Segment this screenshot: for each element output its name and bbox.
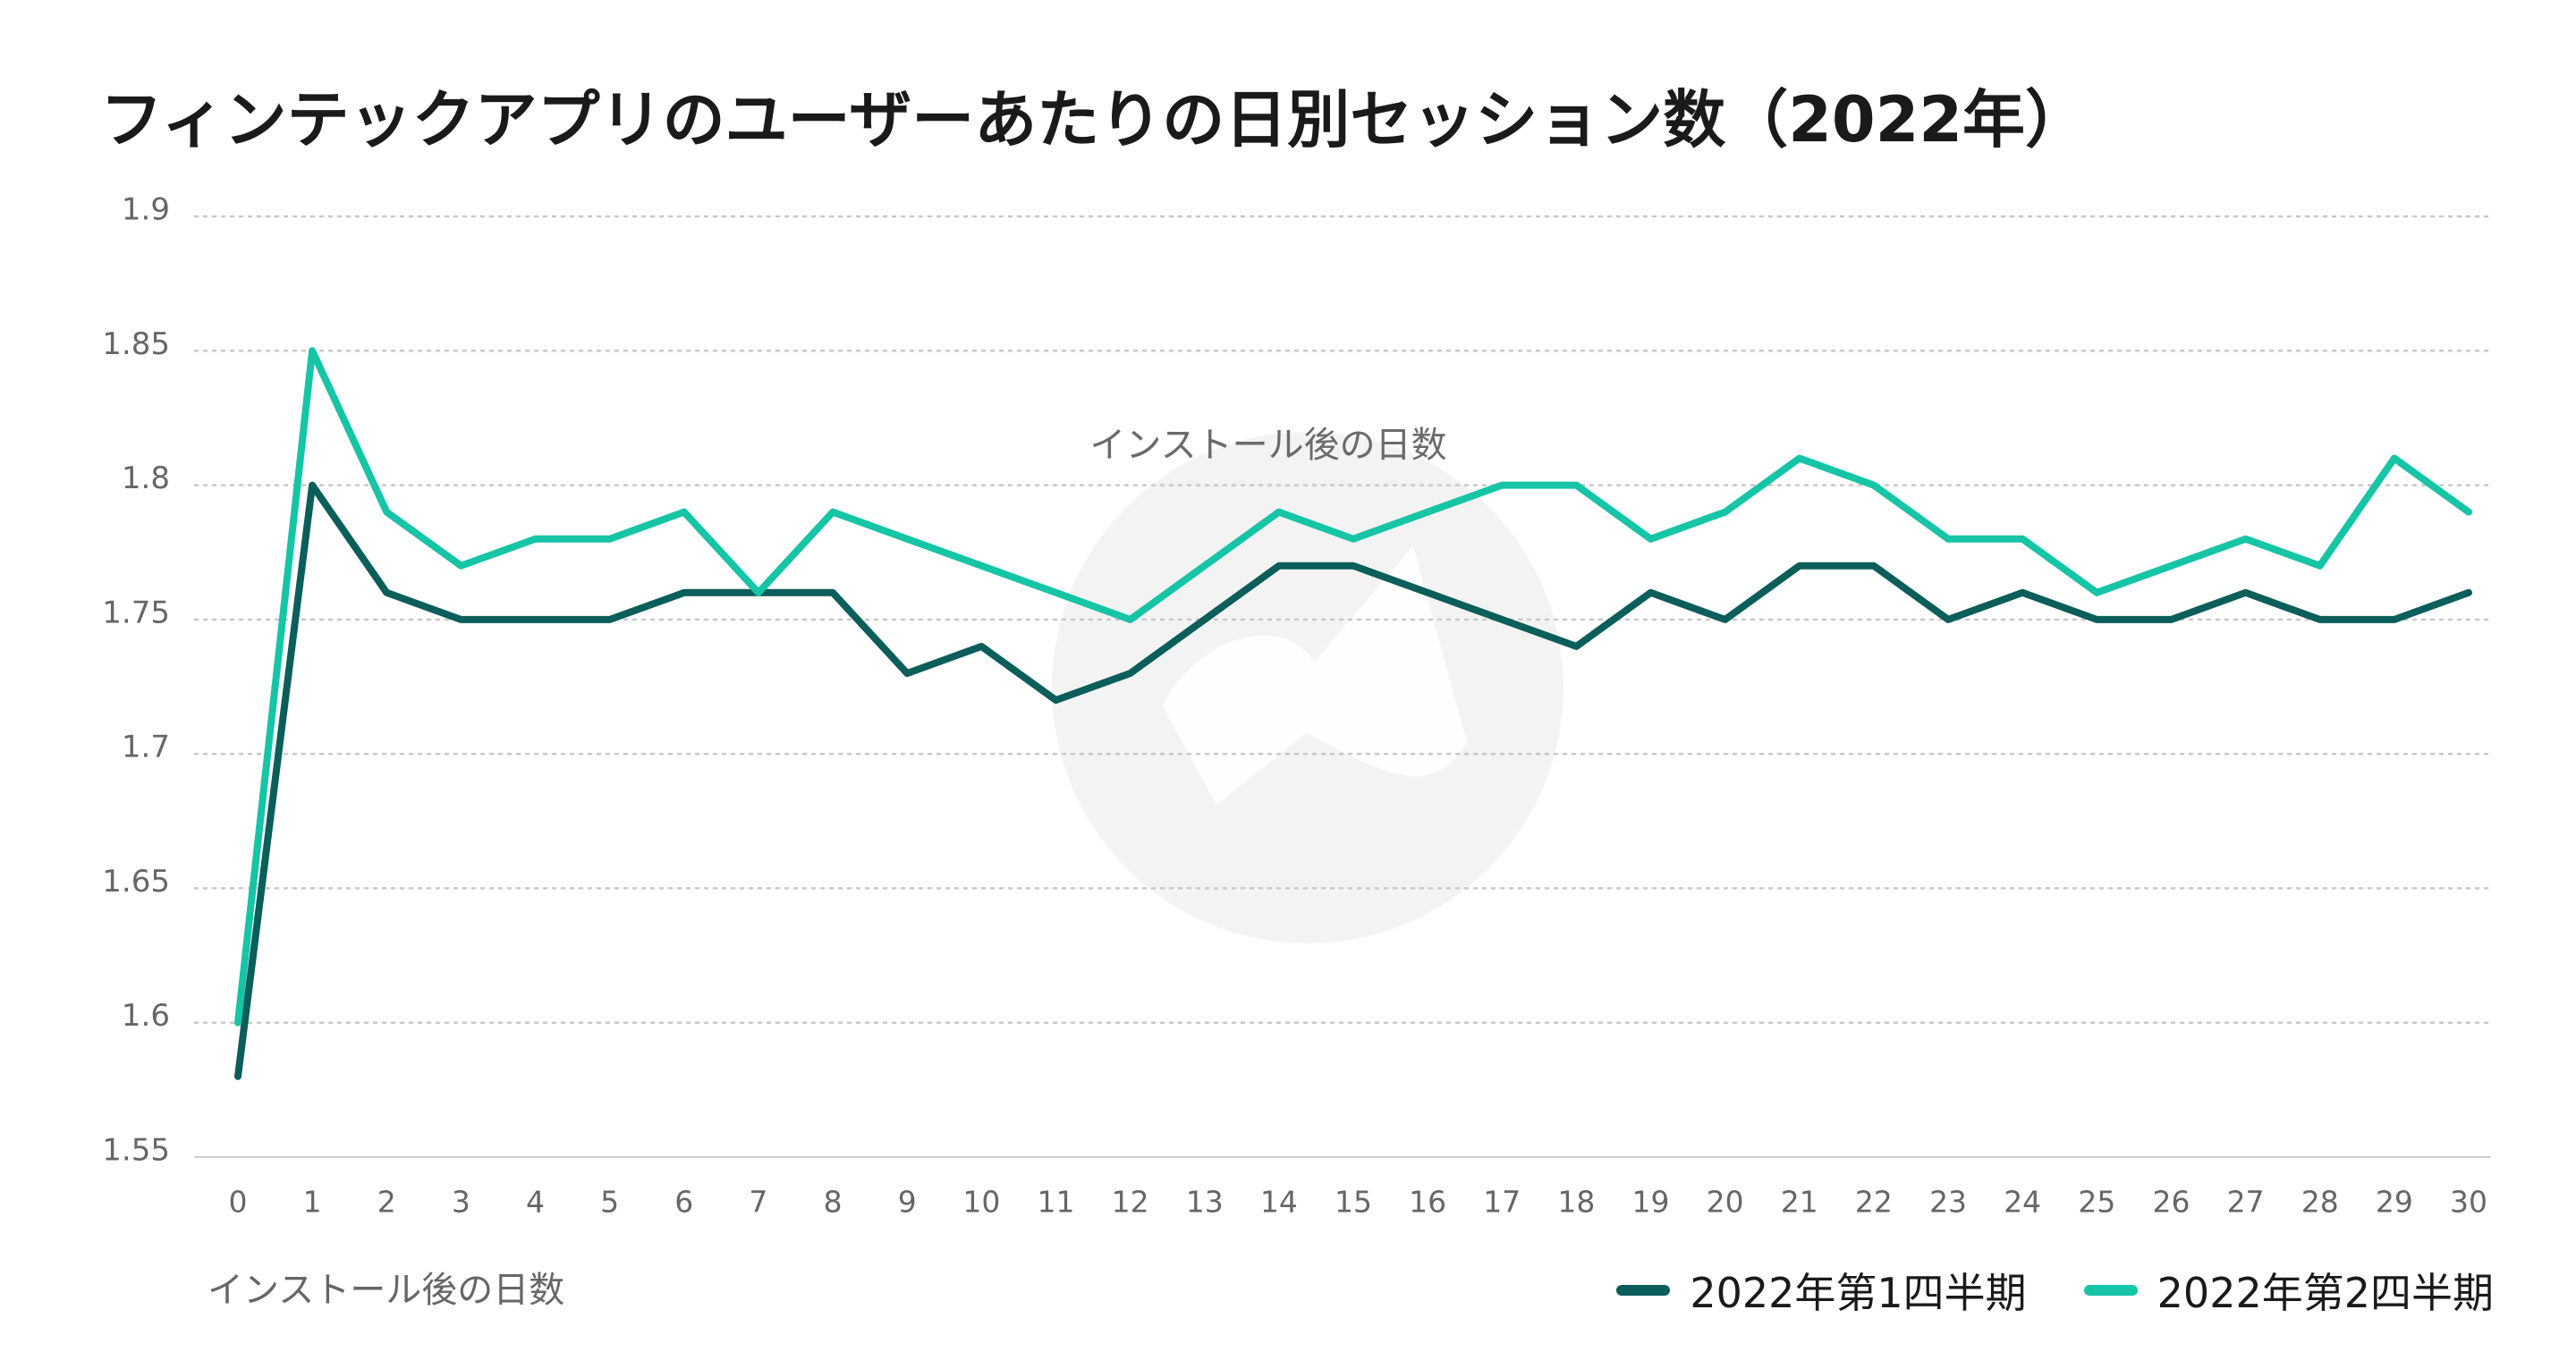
x-tick-label: 2	[377, 1185, 396, 1220]
x-tick-label: 11	[1037, 1185, 1074, 1220]
x-tick-label: 3	[452, 1185, 470, 1220]
x-tick-label: 27	[2227, 1185, 2265, 1220]
legend-swatch-q2	[2083, 1285, 2138, 1296]
y-tick-label: 1.55	[102, 1133, 170, 1169]
x-tick-label: 29	[2376, 1185, 2413, 1220]
x-axis-label: インストール後の日数	[208, 1270, 565, 1311]
x-tick-label: 7	[749, 1185, 767, 1220]
x-tick-label: 30	[2450, 1185, 2487, 1220]
legend: 2022年第1四半期 2022年第2四半期	[1616, 1261, 2494, 1320]
x-axis-ticks: 0 1 2 3 4 5 6 7 8 9 10 11 12 13 14 15 16 17 18 19 20 21 22 23 24…	[229, 1185, 2488, 1220]
grid-lines	[193, 215, 2492, 1158]
x-tick-label: 19	[1632, 1185, 1670, 1220]
x-tick-label: 15	[1335, 1185, 1372, 1220]
series-line-q1	[234, 481, 2472, 1080]
legend-item-q1: 2022年第1四半期	[1616, 1261, 2027, 1320]
x-tick-label: 21	[1781, 1185, 1818, 1220]
x-tick-label: 12	[1112, 1185, 1149, 1220]
y-tick-label: 1.6	[122, 998, 170, 1034]
x-tick-label: 14	[1260, 1185, 1298, 1220]
legend-label-q1: 2022年第1四半期	[1690, 1269, 2027, 1317]
x-tick-label: 13	[1186, 1185, 1224, 1220]
y-tick-label: 1.8	[122, 461, 170, 496]
legend-label-q2: 2022年第2四半期	[2157, 1269, 2494, 1317]
x-tick-label: 0	[229, 1185, 248, 1220]
x-tick-label: 10	[962, 1185, 1000, 1220]
y-tick-label: 1.9	[122, 192, 170, 228]
x-tick-label: 17	[1483, 1185, 1521, 1220]
series-lines	[234, 347, 2472, 1080]
x-tick-label: 22	[1855, 1185, 1893, 1220]
x-tick-label: 18	[1557, 1185, 1595, 1220]
x-tick-label: 1	[303, 1185, 322, 1220]
series-line-q2	[234, 347, 2472, 1027]
x-tick-label: 25	[2078, 1185, 2115, 1220]
y-tick-label: 1.85	[102, 326, 170, 362]
y-tick-label: 1.65	[102, 864, 170, 900]
y-axis-ticks: 1.55 1.6 1.65 1.7 1.75 1.8 1.85 1.9	[102, 192, 170, 1169]
legend-item-q2: 2022年第2四半期	[2083, 1261, 2494, 1320]
x-tick-label: 6	[674, 1185, 693, 1220]
x-tick-label: 5	[600, 1185, 619, 1220]
x-tick-label: 23	[1929, 1185, 1967, 1220]
chart-annotation: インストール後の日数	[1089, 425, 1446, 466]
watermark-logo	[1052, 432, 1563, 943]
x-tick-label: 26	[2152, 1185, 2190, 1220]
x-tick-label: 16	[1409, 1185, 1446, 1220]
y-tick-label: 1.75	[102, 595, 170, 630]
x-tick-label: 4	[526, 1185, 545, 1220]
watermark-mark	[1163, 545, 1467, 805]
legend-swatch-q1	[1616, 1285, 1671, 1296]
chart-title: フィンテックアプリのユーザーあたりの日別セッション数（2022年）	[100, 83, 2089, 156]
x-tick-label: 9	[898, 1185, 917, 1220]
x-tick-label: 28	[2301, 1185, 2339, 1220]
y-tick-label: 1.7	[122, 730, 170, 765]
x-tick-label: 20	[1707, 1185, 1744, 1220]
x-tick-label: 8	[824, 1185, 843, 1220]
x-tick-label: 24	[2004, 1185, 2041, 1220]
